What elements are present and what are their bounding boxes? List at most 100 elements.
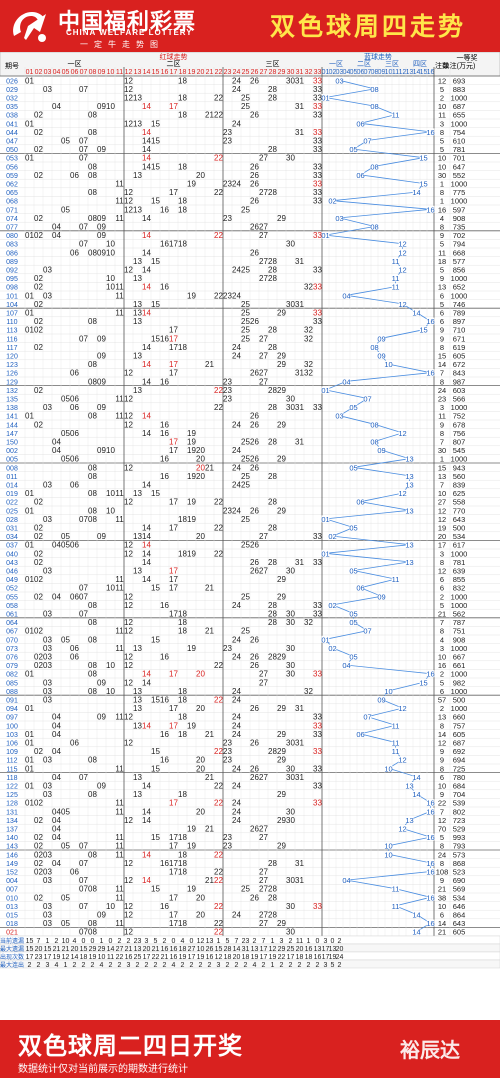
blue-ball-bg [426,128,435,136]
prize-amount: 754 [453,128,466,137]
stat-value: 0 [109,938,113,945]
red-ball-6: 06 [70,429,79,438]
red-ball-1: 01 [25,739,34,748]
prize-winners: 6 [440,317,444,326]
blue-ball-bg [405,558,414,566]
prize-amount: 534 [453,893,466,902]
stat-value: 15 [215,946,223,953]
red-ball-2: 02 [34,833,43,842]
issue-label: 141 [6,414,18,421]
red-ball-7: 07 [79,85,88,94]
red-ball-17: 17 [169,893,178,902]
red-ball-21: 21 [205,627,214,636]
blue-ball-bg [398,248,407,256]
red-ball-24: 24 [232,506,241,515]
stat-value: 1 [46,938,50,945]
red-ball-26: 26 [250,197,259,206]
stat-value: 19 [269,954,277,961]
red-ball-13: 13 [133,567,142,576]
red-ball-24: 24 [232,782,241,791]
red-ball-10: 10 [106,506,115,515]
stat-value: 21 [125,946,133,953]
red-ball-19: 19 [187,515,196,524]
red-ball-5: 05 [61,541,70,550]
red-ball-1: 01 [25,704,34,713]
issue-label: 041 [6,121,18,128]
stat-value: 2 [235,962,239,969]
blue-ball-bg [405,816,414,824]
issue-label: 118 [6,775,17,782]
red-ball-13: 13 [133,94,142,103]
red-ball-33: 33 [313,713,322,722]
prize-winners: 8 [440,429,444,438]
prize-winners: 10 [438,102,446,111]
stat-value: 18 [296,954,304,961]
prize-amount: 735 [453,223,466,232]
prize-winners: 9 [440,876,444,885]
stat-value: 16 [170,954,178,961]
red-ball-33: 33 [313,403,322,412]
red-ball-14: 14 [142,137,151,146]
red-ball-29: 29 [277,455,286,464]
red-ball-24: 24 [232,687,241,696]
red-ball-24: 24 [232,180,241,189]
red-ball-8: 08 [88,618,97,627]
issue-label: 143 [6,844,18,851]
red-ball-10: 10 [106,584,115,593]
red-ball-15: 15 [151,257,160,266]
prize-winners: 21 [438,610,446,619]
red-ball-16: 16 [160,756,169,765]
issue-label: 034 [6,534,18,541]
red-ball-22: 22 [214,747,223,756]
red-ball-33: 33 [313,730,322,739]
red-ball-17: 17 [169,446,178,455]
blue-ball: 12 [398,825,406,834]
red-ball-24: 24 [232,291,241,300]
prize-winners: 8 [440,128,444,137]
red-ball-2: 02 [34,111,43,120]
blue-ball: 08 [370,162,378,171]
prize-winners: 3 [440,403,444,412]
red-ball-8: 08 [88,171,97,180]
blue-trend-title: 蓝球走势 [364,52,392,61]
blue-ball-bg [405,782,414,789]
red-ball-16: 16 [160,455,169,464]
red-ball-27: 27 [259,868,268,877]
blue-ball-bg [356,584,365,592]
red-ball-22: 22 [214,919,223,928]
red-ball-26: 26 [250,412,259,421]
issue-label: 132 [6,388,18,395]
blue-ball: 08 [370,420,378,429]
prize-amount: 839 [453,481,466,490]
red-ball-16: 16 [160,377,169,386]
stat-value: 0 [172,938,176,945]
blue-ball-bg [391,747,400,755]
brand-slogan: 一定牛走势图 [80,40,164,49]
blue-ball: 16 [426,807,434,816]
blue-ball-bg [363,137,372,144]
blue-ball: 03 [335,76,343,85]
red-ball-16: 16 [160,334,169,343]
prize-amount: 807 [453,438,466,447]
red-ball-2: 02 [34,317,43,326]
issue-label: 101 [6,293,18,300]
red-ball-22: 22 [214,386,223,395]
prize-amount: 725 [453,764,466,773]
blue-ball: 10 [384,850,392,859]
stat-value: 15 [44,946,52,953]
red-ball-3: 03 [43,911,52,920]
red-ball-14: 14 [142,248,151,257]
blue-ball-bg [370,343,379,351]
blue-ball: 14 [412,773,420,782]
red-ball-11: 11 [115,627,124,636]
prize-winners: 8 [440,558,444,567]
blue-ball: 13 [405,506,413,515]
red-ball-27: 27 [259,352,268,361]
red-ball-2: 02 [34,893,43,902]
blue-ball: 04 [342,876,350,885]
red-ball-19: 19 [187,721,196,730]
prize-amount: 552 [453,171,466,180]
red-ball-28: 28 [268,386,277,395]
red-ball-28: 28 [268,747,277,756]
red-ball-26: 26 [250,764,259,773]
